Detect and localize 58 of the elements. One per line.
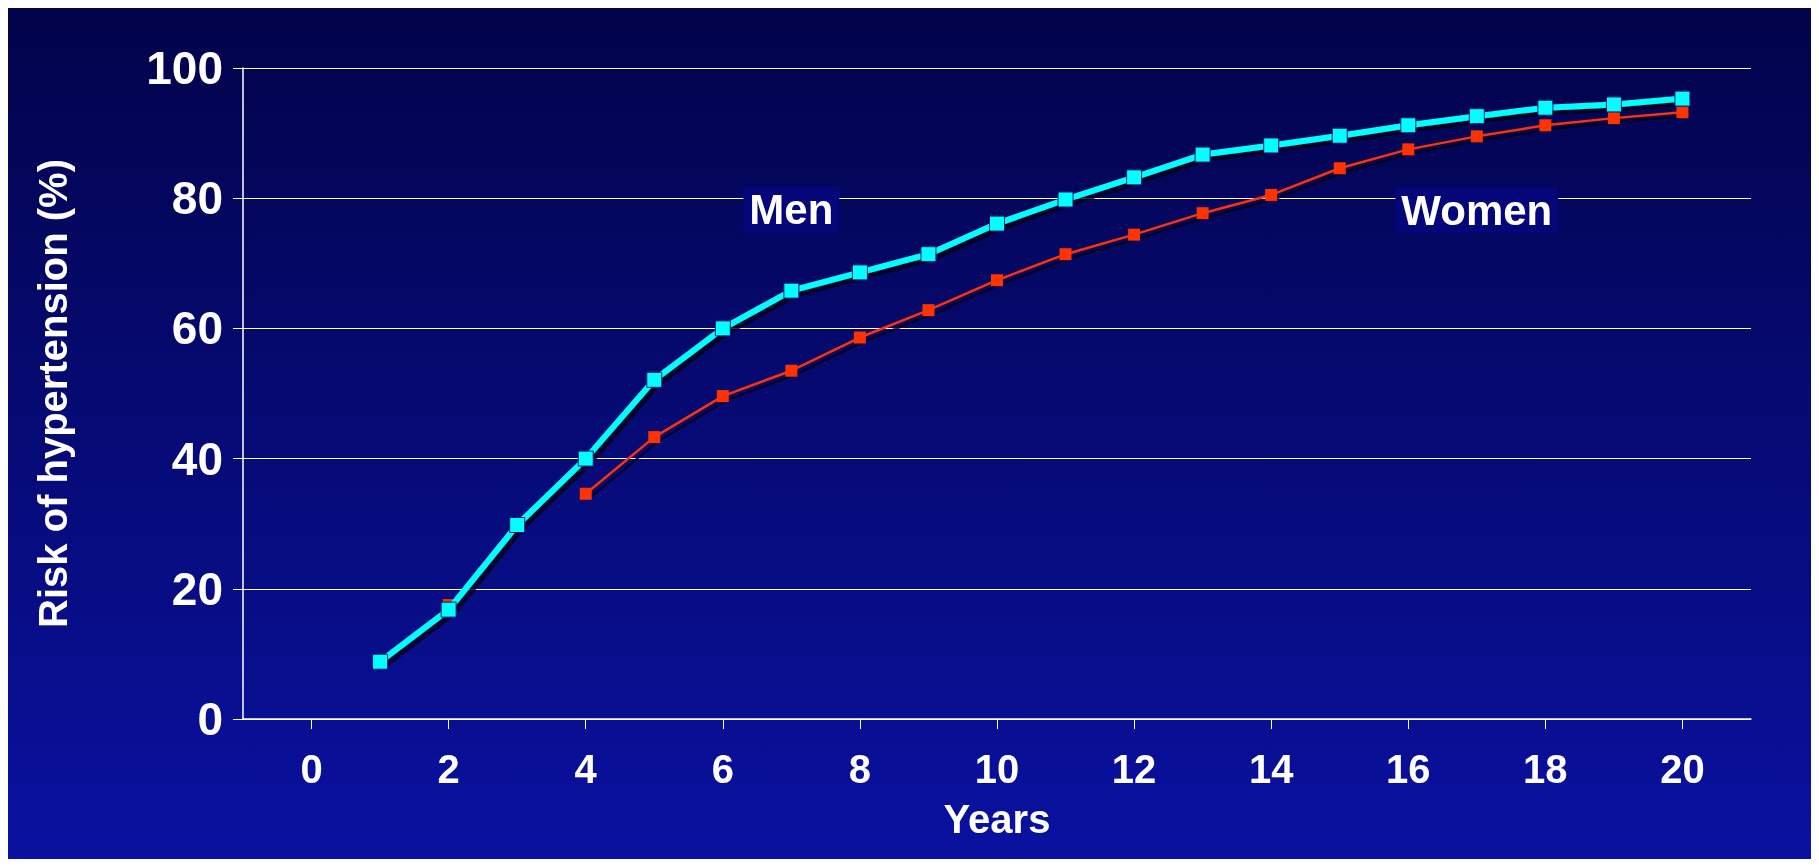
point — [372, 653, 389, 670]
y-tick-label: 100 — [146, 42, 223, 94]
point — [1196, 207, 1209, 220]
point — [785, 364, 798, 377]
point — [1059, 248, 1072, 261]
y-tick-label: 40 — [171, 432, 223, 485]
x-tick-label: 18 — [1523, 747, 1568, 791]
point — [783, 282, 800, 299]
point — [1607, 112, 1620, 125]
point — [920, 246, 937, 263]
point — [922, 304, 935, 317]
point — [1402, 143, 1415, 156]
x-tick-label: 0 — [300, 747, 323, 791]
y-tick-label: 0 — [197, 693, 223, 745]
point — [1468, 108, 1485, 125]
y-axis-title: Risk of hypertension (%) — [31, 159, 75, 628]
point — [1057, 191, 1074, 208]
point — [989, 215, 1005, 232]
point — [1674, 90, 1691, 107]
point — [579, 487, 592, 500]
series-label: Men — [749, 186, 834, 234]
x-tick-label: 12 — [1111, 747, 1157, 791]
point — [991, 274, 1003, 287]
point — [1265, 188, 1278, 201]
point — [1263, 137, 1280, 154]
x-axis-title: Years — [943, 797, 1051, 841]
x-tick-label: 20 — [1660, 747, 1705, 791]
point — [509, 517, 526, 533]
point — [714, 320, 731, 337]
y-tick-label: 80 — [171, 172, 223, 225]
point — [716, 390, 729, 403]
point — [1676, 106, 1689, 119]
point — [1333, 162, 1346, 175]
series-label: Women — [1401, 186, 1553, 234]
x-tick-label: 16 — [1386, 747, 1431, 791]
point — [1194, 146, 1211, 163]
point — [648, 431, 661, 444]
point — [1470, 130, 1483, 143]
point — [1128, 228, 1141, 241]
x-tick-label: 8 — [848, 747, 872, 791]
y-tick-label: 60 — [171, 302, 223, 355]
y-tick-label: 20 — [171, 562, 223, 615]
x-tick-label: 2 — [437, 747, 460, 791]
point — [851, 264, 868, 281]
point — [1400, 117, 1417, 134]
point — [853, 331, 866, 344]
point — [440, 601, 457, 618]
point — [1331, 127, 1348, 144]
x-tick-label: 6 — [711, 747, 734, 791]
point — [1126, 169, 1143, 186]
x-tick-label: 10 — [974, 747, 1020, 791]
x-tick-label: 14 — [1248, 747, 1295, 791]
point — [1605, 96, 1622, 113]
point — [646, 371, 663, 388]
point — [577, 450, 594, 467]
x-tick-label: 4 — [574, 747, 598, 791]
point — [1539, 119, 1552, 132]
point — [1537, 99, 1554, 116]
